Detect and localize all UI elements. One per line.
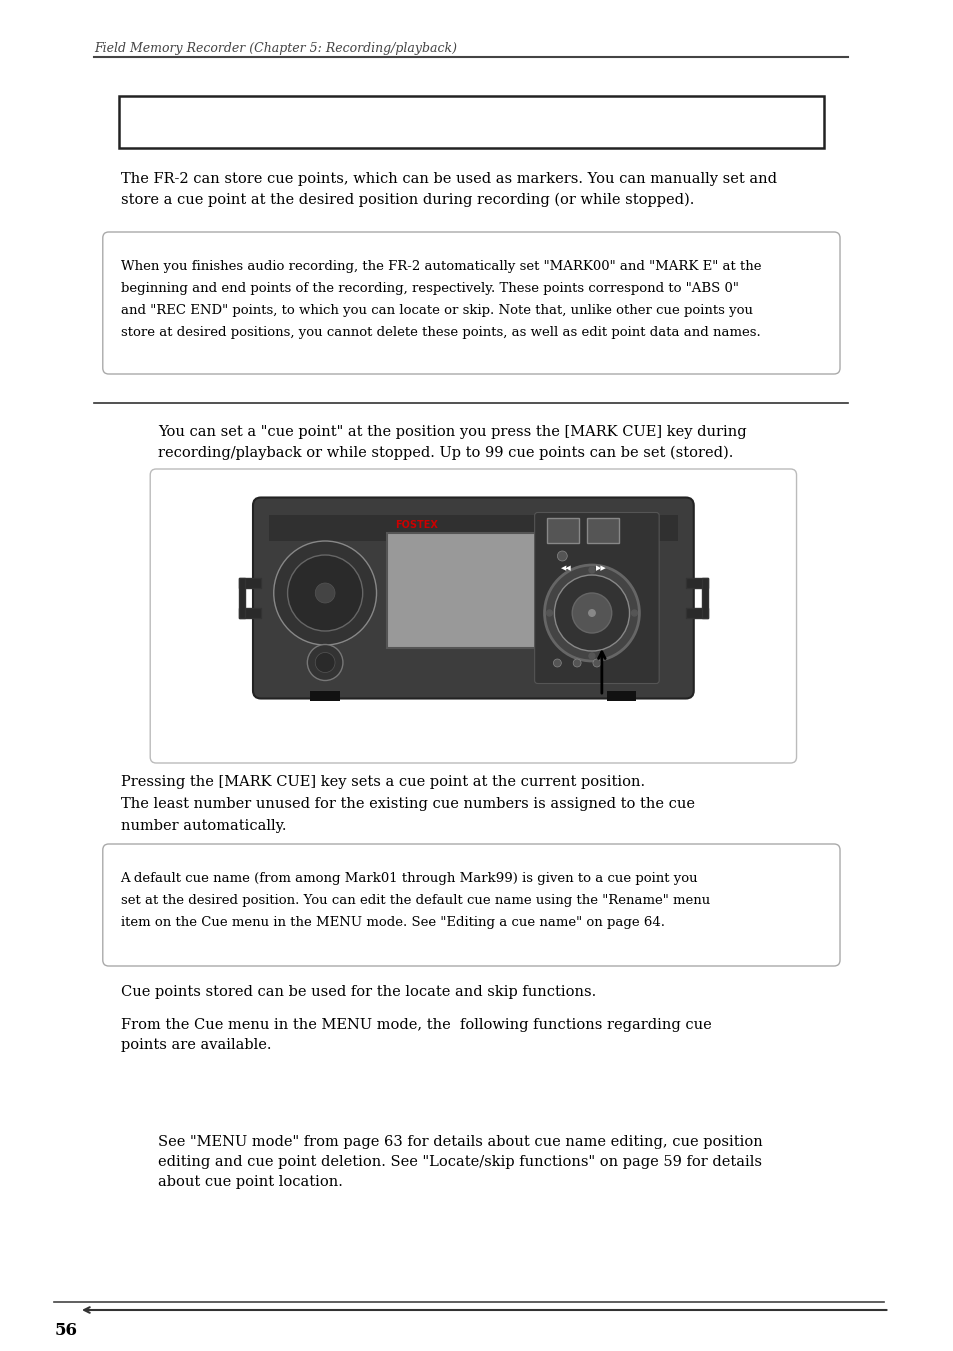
Text: FOSTEX: FOSTEX — [395, 520, 437, 531]
Bar — [605, 571, 620, 593]
Bar — [570, 608, 584, 630]
Bar — [700, 578, 707, 617]
Text: 56: 56 — [54, 1323, 77, 1339]
Bar — [586, 524, 614, 557]
Text: The least number unused for the existing cue numbers is assigned to the cue: The least number unused for the existing… — [120, 797, 694, 811]
Circle shape — [546, 611, 552, 616]
Text: From the Cue menu in the MENU mode, the  following functions regarding cue
point: From the Cue menu in the MENU mode, the … — [120, 1019, 711, 1052]
Bar — [606, 690, 636, 701]
Bar — [587, 571, 602, 593]
Text: A default cue name (from among Mark01 through Mark99) is given to a cue point yo: A default cue name (from among Mark01 th… — [120, 871, 698, 885]
Text: When you finishes audio recording, the FR-2 automatically set "MARK00" and "MARK: When you finishes audio recording, the F… — [120, 259, 760, 273]
Circle shape — [573, 659, 580, 667]
Bar — [586, 517, 618, 543]
Circle shape — [593, 659, 600, 667]
Circle shape — [307, 644, 342, 681]
Circle shape — [274, 540, 376, 644]
Circle shape — [544, 565, 639, 661]
Text: See "MENU mode" from page 63 for details about cue name editing, cue position
ed: See "MENU mode" from page 63 for details… — [158, 1135, 762, 1189]
Circle shape — [588, 567, 595, 573]
Text: ◀◀: ◀◀ — [560, 565, 571, 571]
FancyBboxPatch shape — [534, 512, 659, 684]
Text: store at desired positions, you cannot delete these points, as well as edit poin: store at desired positions, you cannot d… — [120, 326, 760, 339]
Bar — [570, 571, 584, 593]
FancyBboxPatch shape — [103, 844, 840, 966]
FancyBboxPatch shape — [150, 469, 796, 763]
Circle shape — [553, 659, 560, 667]
Text: ▶▶: ▶▶ — [595, 565, 605, 571]
Bar — [239, 578, 260, 588]
Bar — [269, 515, 678, 540]
Text: The FR-2 can store cue points, which can be used as markers. You can manually se: The FR-2 can store cue points, which can… — [120, 172, 776, 207]
Bar — [387, 534, 540, 648]
Bar — [597, 594, 606, 600]
Circle shape — [587, 609, 596, 617]
Circle shape — [314, 653, 335, 673]
Circle shape — [588, 653, 595, 659]
Bar — [118, 96, 823, 149]
Text: You can set a "cue point" at the position you press the [MARK CUE] key during
re: You can set a "cue point" at the positio… — [158, 426, 746, 459]
Bar — [570, 594, 579, 600]
Circle shape — [554, 576, 629, 651]
Circle shape — [631, 611, 637, 616]
Bar — [547, 517, 578, 543]
Bar — [597, 634, 616, 640]
Text: beginning and end points of the recording, respectively. These points correspond: beginning and end points of the recordin… — [120, 282, 738, 295]
Bar — [552, 524, 579, 557]
Bar — [605, 608, 620, 630]
Bar — [552, 608, 567, 630]
Text: Cue points stored can be used for the locate and skip functions.: Cue points stored can be used for the lo… — [120, 985, 596, 998]
Text: Pressing the [MARK CUE] key sets a cue point at the current position.: Pressing the [MARK CUE] key sets a cue p… — [120, 775, 644, 789]
Bar — [239, 578, 245, 617]
Bar — [239, 608, 260, 617]
Text: number automatically.: number automatically. — [120, 819, 286, 834]
Bar — [685, 608, 707, 617]
Bar — [685, 578, 707, 588]
Text: item on the Cue menu in the MENU mode. See "Editing a cue name" on page 64.: item on the Cue menu in the MENU mode. S… — [120, 916, 664, 929]
Circle shape — [572, 593, 611, 634]
Circle shape — [287, 555, 362, 631]
FancyBboxPatch shape — [103, 232, 840, 374]
Circle shape — [557, 551, 567, 561]
Text: Field Memory Recorder (Chapter 5: Recording/playback): Field Memory Recorder (Chapter 5: Record… — [93, 42, 456, 55]
FancyBboxPatch shape — [253, 497, 693, 698]
Bar — [310, 690, 339, 701]
Circle shape — [314, 584, 335, 603]
Text: and "REC END" points, to which you can locate or skip. Note that, unlike other c: and "REC END" points, to which you can l… — [120, 304, 752, 317]
Text: set at the desired position. You can edit the default cue name using the "Rename: set at the desired position. You can edi… — [120, 894, 709, 907]
Bar — [587, 608, 602, 630]
Bar — [552, 571, 567, 593]
